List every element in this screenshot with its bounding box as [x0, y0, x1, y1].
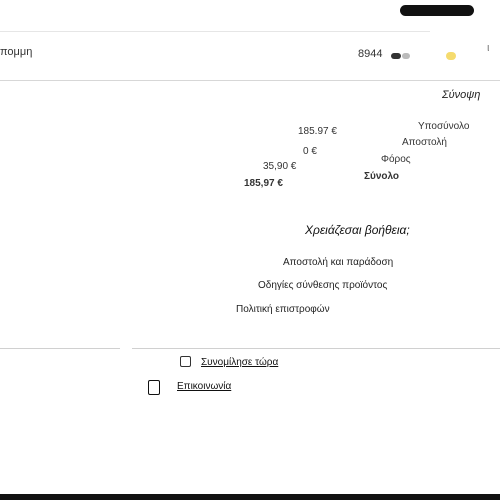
total-value: 185,97 €: [244, 178, 283, 189]
contact-link[interactable]: Επικοινωνία: [177, 381, 232, 392]
card-last-digits: 8944: [358, 48, 383, 60]
tax-value: 35,90 €: [263, 161, 297, 172]
help-title: Χρειάζεσαι βοήθεια;: [305, 223, 410, 237]
header-divider-bottom: [0, 80, 500, 81]
returns-policy-link[interactable]: Πολιτική επιστροφών: [236, 304, 330, 315]
total-label: Σύνολο: [364, 171, 400, 182]
chat-now-link[interactable]: Συνομίλησε τώρα: [201, 357, 279, 368]
subtotal-value: 185.97 €: [298, 126, 337, 137]
payment-label: πομμη: [0, 46, 33, 58]
chat-icon[interactable]: [180, 356, 191, 367]
bottom-bar: [0, 494, 500, 500]
product-guide-link[interactable]: Οδηγίες σύνθεσης προϊόντος: [258, 280, 388, 291]
cart-icon[interactable]: [446, 52, 456, 60]
phone-icon[interactable]: [148, 380, 160, 395]
card-icon-secondary: [402, 53, 410, 59]
top-dark-mark: [400, 5, 474, 16]
footer-divider: [0, 348, 500, 349]
top-bar: [0, 0, 500, 14]
header-divider-top: [0, 31, 430, 32]
shipping-value: 0 €: [303, 146, 317, 157]
tax-label: Φόρος: [381, 154, 411, 165]
shipping-delivery-link[interactable]: Αποστολή και παράδοση: [283, 257, 394, 268]
shipping-label: Αποστολή: [402, 137, 447, 148]
subtotal-label: Υποσύνολο: [418, 121, 470, 132]
card-icon: [391, 53, 401, 59]
right-edge-text-2: ι: [487, 42, 490, 54]
summary-title: Σύνοψη: [442, 89, 481, 101]
footer-divider-gap: [120, 348, 132, 349]
